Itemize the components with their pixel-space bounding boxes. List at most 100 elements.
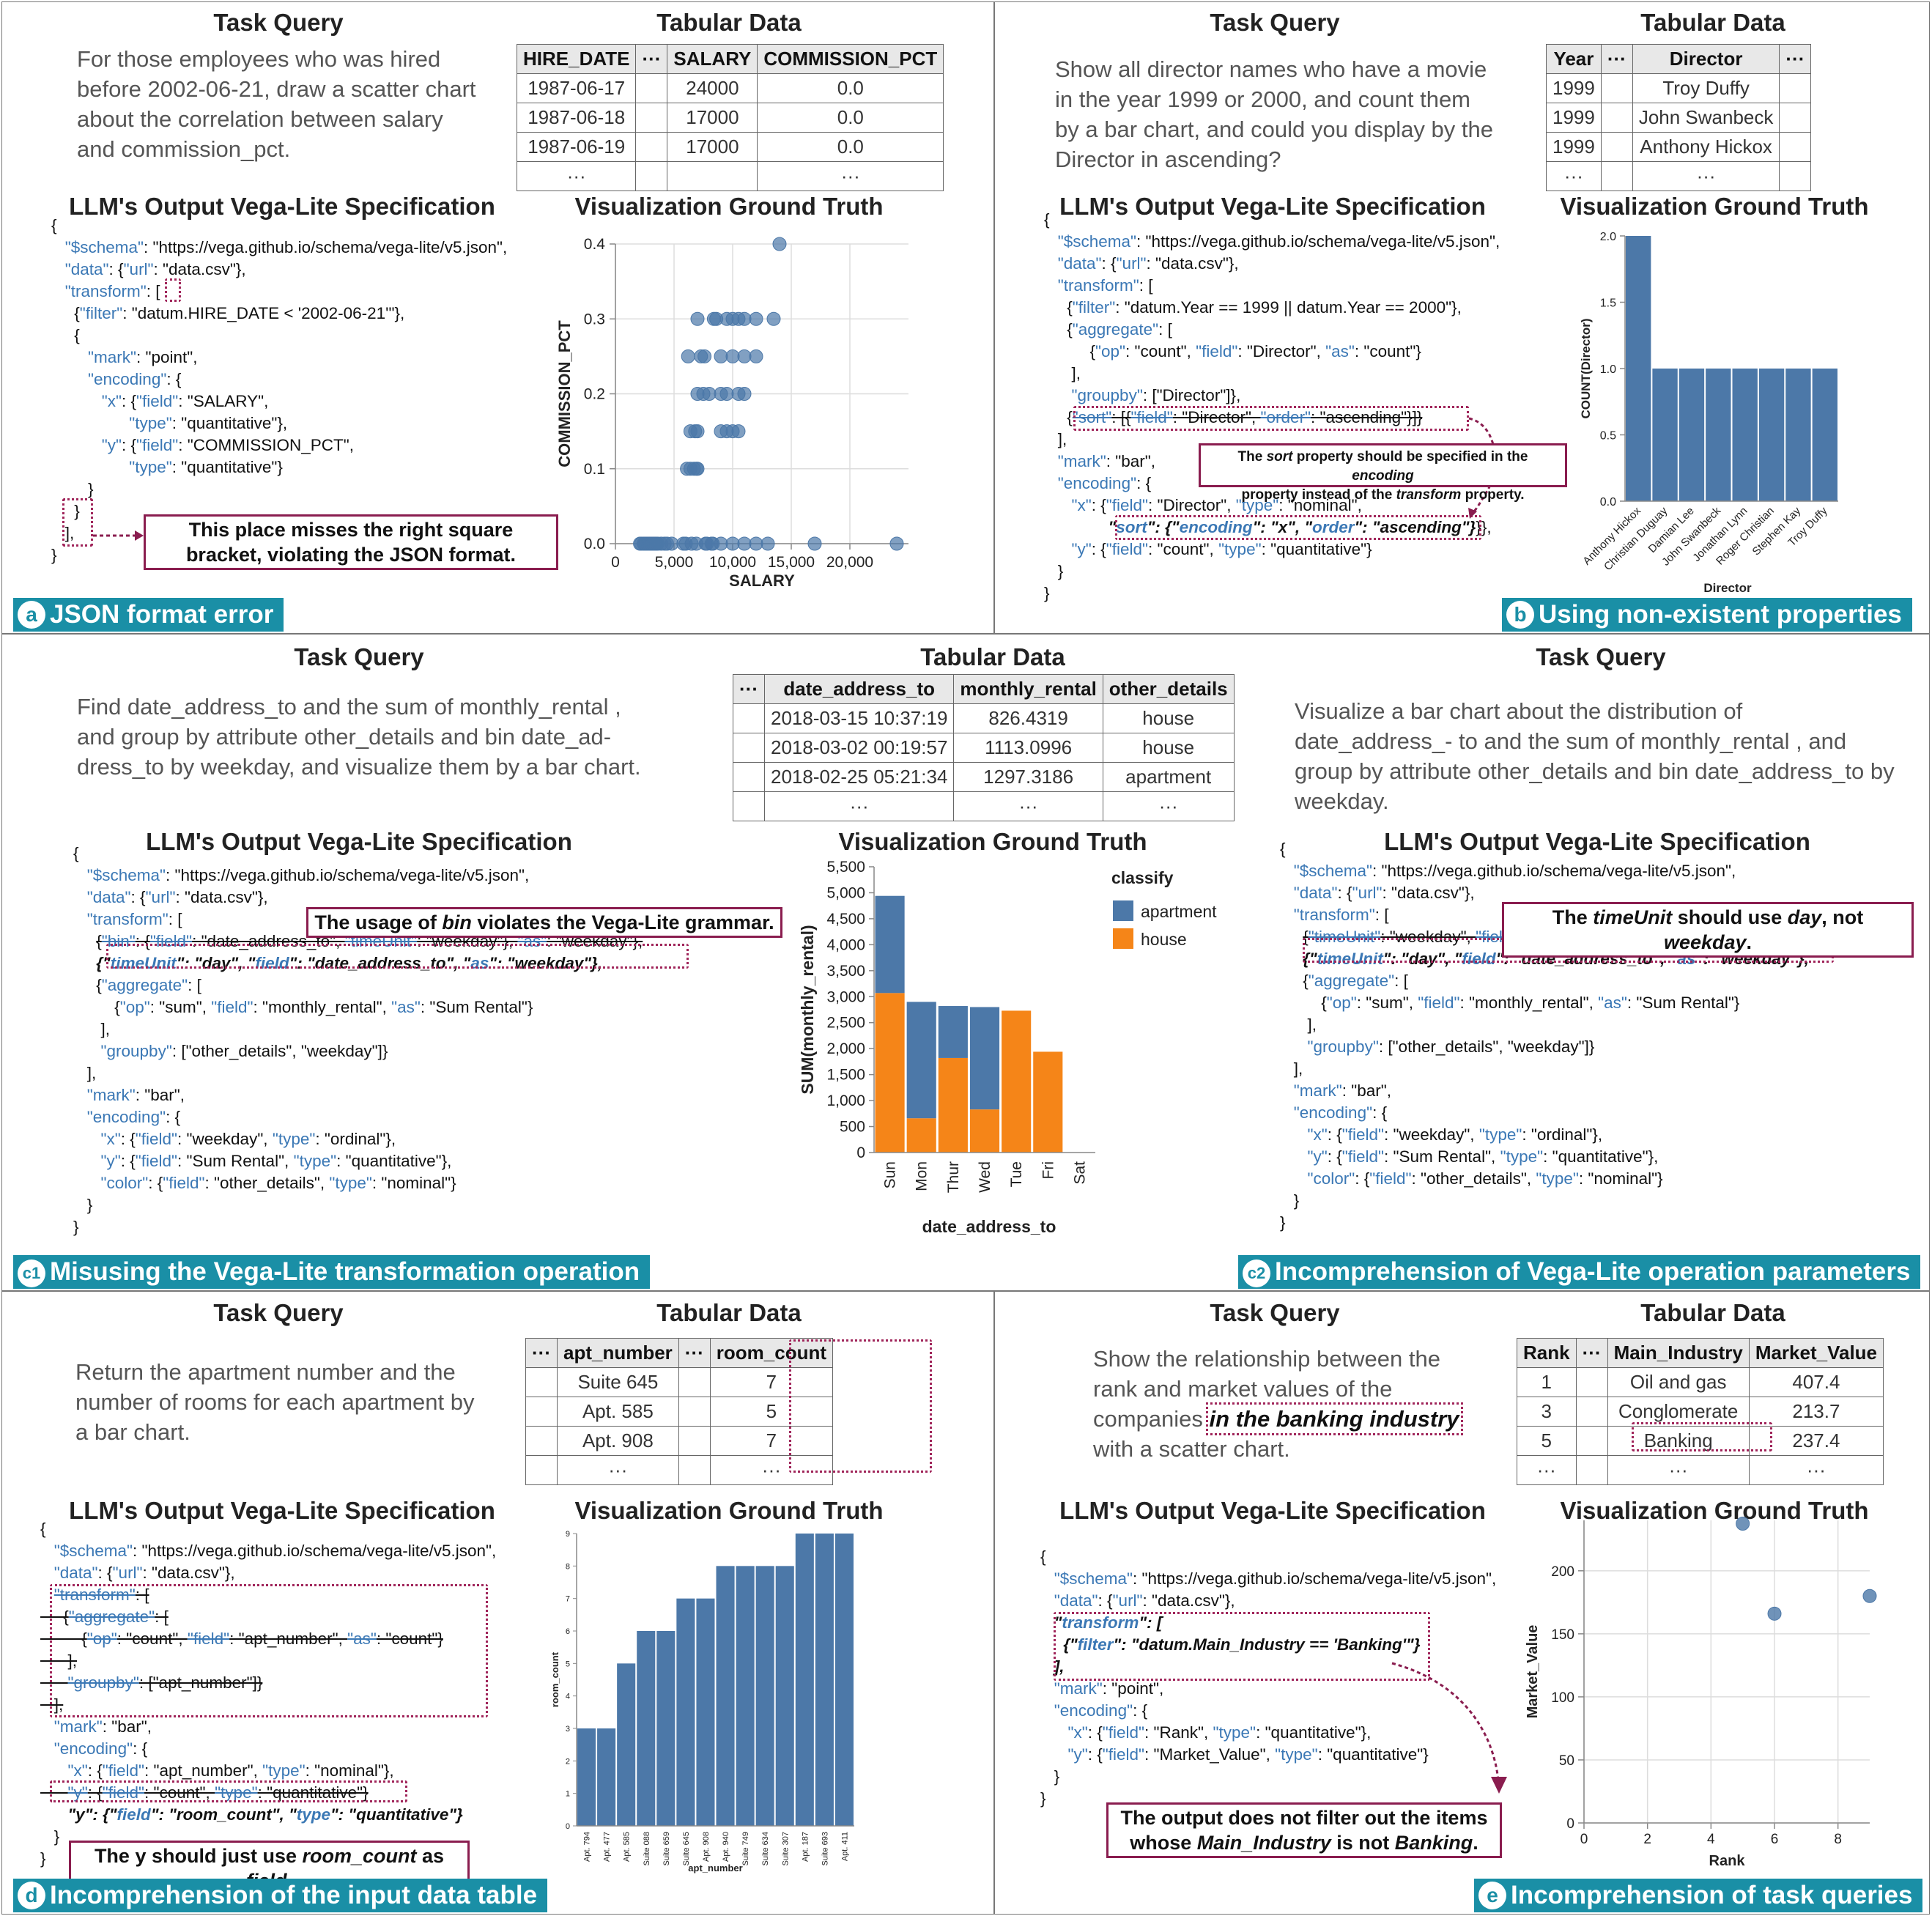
- bar: [716, 1566, 735, 1826]
- table-cell: 17000: [667, 132, 758, 162]
- table-cell: Oil and gas: [1607, 1367, 1750, 1397]
- table-row: ··· ···: [525, 1455, 834, 1485]
- note-text: should use: [1672, 906, 1788, 928]
- label-text: Using non-existent properties: [1539, 600, 1902, 629]
- table-cell: ···: [1748, 1455, 1884, 1485]
- bar: [1679, 369, 1705, 501]
- x-tick-label: Mon: [914, 1161, 930, 1191]
- table-row: 3 Conglomerate 213.7: [1517, 1397, 1884, 1427]
- data-point: [683, 424, 697, 439]
- llm-output-title: LLM's Output Vega-Lite Specification: [1384, 828, 1810, 855]
- table-row: 2018-02-25 05:21:34 1297.3186 apartment: [733, 762, 1235, 792]
- vega-lite-spec: { "$schema": "https://vega.github.io/sch…: [1040, 1547, 1497, 1808]
- table-row: Apt. 908 7: [525, 1426, 834, 1456]
- table-cell: [733, 791, 765, 821]
- table-header: HIRE_DATE: [516, 44, 637, 74]
- table-cell: 3: [1517, 1397, 1577, 1427]
- note-text: The y should just use: [94, 1845, 303, 1867]
- vega-lite-spec: { "$schema": "https://vega.github.io/sch…: [51, 216, 508, 564]
- table-cell: 1987-06-19: [516, 132, 637, 162]
- data-point: [690, 387, 705, 401]
- table-cell: [525, 1455, 558, 1485]
- table-cell: Apt. 908: [556, 1426, 679, 1456]
- highlight-filter: [1054, 1612, 1430, 1681]
- table-header: Rank: [1517, 1338, 1577, 1368]
- x-axis-title: apt_number: [688, 1863, 742, 1874]
- llm-output-title: LLM's Output Vega-Lite Specification: [69, 193, 495, 220]
- table-row: 2018-03-02 00:19:57 1113.0996 house: [733, 733, 1235, 763]
- data-table: ··· apt_number ··· room_count Suite 645 7 Apt.…: [525, 1338, 834, 1485]
- bar: [1785, 369, 1811, 501]
- x-tick-label: 20,000: [826, 554, 873, 571]
- table-cell: [1575, 1397, 1608, 1427]
- data-point: [772, 237, 787, 251]
- y-tick-label: 500: [840, 1119, 865, 1136]
- vega-lite-spec: { "$schema": "https://vega.github.io/sch…: [1044, 210, 1500, 602]
- panel-label-a: a JSON format error: [13, 598, 284, 632]
- task-query-title: Task Query: [213, 9, 344, 36]
- table-cell: ···: [1607, 1455, 1750, 1485]
- y-tick-label: 4,500: [826, 911, 865, 928]
- panel-a: [1, 1, 994, 634]
- x-tick-label: 4: [1707, 1832, 1715, 1847]
- y-tick-label: 8: [566, 1562, 570, 1571]
- table-row: 2018-03-15 10:37:19 826.4319 house: [733, 703, 1235, 733]
- table-cell: [733, 762, 765, 792]
- panel-c: [1, 634, 1930, 1291]
- x-tick-label: Sun: [882, 1161, 899, 1188]
- y-tick-label: 0.5: [1600, 430, 1616, 443]
- bar: [637, 1631, 656, 1826]
- legend-swatch: [1113, 928, 1133, 949]
- table-cell: 1: [1517, 1367, 1577, 1397]
- table-cell: Troy Duffy: [1632, 73, 1780, 103]
- x-tick-label: Suite 645: [682, 1832, 691, 1865]
- x-axis-title: Director: [1703, 581, 1752, 595]
- task-query-title: Task Query: [1536, 643, 1666, 670]
- table-cell: ···: [1517, 1455, 1577, 1485]
- y-tick-label: 0.0: [584, 536, 605, 552]
- table-cell: 826.4319: [953, 703, 1103, 733]
- bar-apartment: [875, 895, 905, 994]
- table-cell: ···: [1632, 161, 1780, 191]
- note-em: day: [1787, 906, 1822, 928]
- table-cell: [733, 703, 765, 733]
- table-cell: 1999: [1546, 103, 1602, 133]
- data-table: HIRE_DATE ··· SALARY COMMISSION_PCT 1987-06-…: [516, 44, 944, 191]
- label-text: Incomprehension of Vega-Lite operation p…: [1275, 1257, 1911, 1286]
- table-header: ···: [525, 1338, 558, 1368]
- badge: b: [1506, 601, 1534, 629]
- y-tick-label: 7: [566, 1595, 570, 1604]
- x-tick-label: Suite 634: [761, 1832, 770, 1865]
- error-note: This place misses the right square brack…: [144, 514, 558, 570]
- bar-house: [875, 993, 905, 1153]
- note-text: whose: [1130, 1832, 1197, 1854]
- note-text: , not: [1821, 906, 1864, 928]
- note-text: The output does not filter out the items: [1120, 1807, 1488, 1829]
- data-table: Year ··· Director ··· 1999 Troy Duffy 1999 John…: [1546, 44, 1812, 191]
- bar: [597, 1728, 616, 1826]
- note-text: .: [1746, 931, 1753, 953]
- data-point: [1862, 1588, 1877, 1603]
- llm-output-title: LLM's Output Vega-Lite Specification: [1059, 1497, 1486, 1524]
- table-cell: 1113.0996: [953, 733, 1103, 763]
- x-tick-label: Apt. 585: [623, 1832, 632, 1862]
- data-point: [760, 536, 775, 551]
- tabular-data-title: Tabular Data: [1640, 1299, 1785, 1326]
- table-cell: [635, 161, 668, 191]
- data-point: [889, 536, 904, 551]
- bar: [1706, 369, 1731, 501]
- note-em: sort: [1266, 449, 1293, 465]
- table-cell: 0.0: [757, 73, 944, 103]
- table-cell: Anthony Hickox: [1632, 132, 1780, 162]
- y-tick-label: 4: [566, 1693, 570, 1701]
- task-query-text: Visualize a bar chart about the distribu…: [1295, 698, 1895, 814]
- panel-b: [994, 1, 1930, 634]
- y-tick-label: 2,500: [826, 1015, 865, 1032]
- panel-label-c1: c1 Misusing the Vega-Lite transformation …: [13, 1255, 651, 1289]
- highlight-transform: [50, 1584, 488, 1717]
- note-em: weekday: [1663, 931, 1747, 953]
